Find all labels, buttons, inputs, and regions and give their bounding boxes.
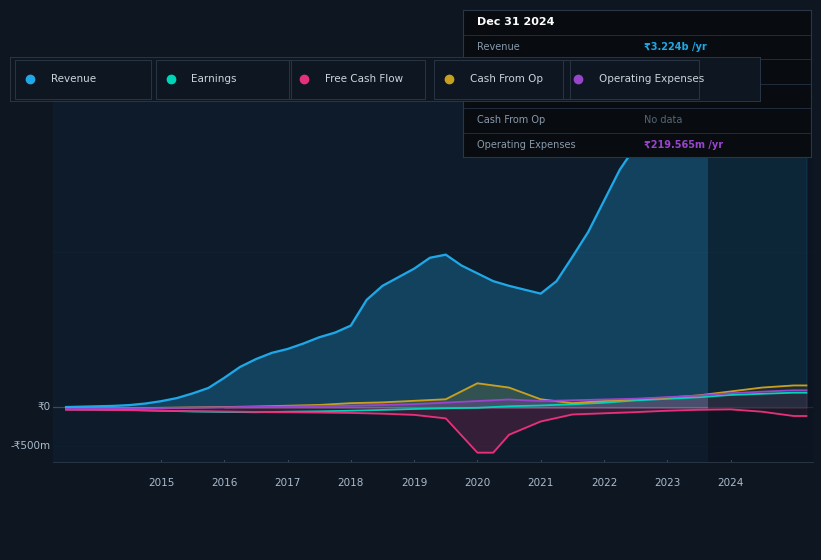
Text: 2024: 2024 bbox=[718, 478, 744, 488]
Text: Free Cash Flow: Free Cash Flow bbox=[477, 91, 550, 101]
Text: 2020: 2020 bbox=[464, 478, 490, 488]
Text: ₹4b: ₹4b bbox=[30, 91, 50, 101]
Text: Earnings: Earnings bbox=[477, 59, 520, 69]
Text: 2016: 2016 bbox=[211, 478, 237, 488]
Text: 2018: 2018 bbox=[337, 478, 364, 488]
Text: 2019: 2019 bbox=[401, 478, 427, 488]
Text: 2022: 2022 bbox=[591, 478, 617, 488]
Text: ₹3.224b /yr: ₹3.224b /yr bbox=[644, 42, 707, 52]
Text: Dec 31 2024: Dec 31 2024 bbox=[477, 17, 554, 27]
Text: 2015: 2015 bbox=[148, 478, 174, 488]
Text: No data: No data bbox=[644, 115, 682, 125]
Text: -₹500m: -₹500m bbox=[10, 441, 50, 451]
Text: Revenue: Revenue bbox=[477, 42, 520, 52]
Text: 2021: 2021 bbox=[527, 478, 554, 488]
Text: Cash From Op: Cash From Op bbox=[470, 74, 543, 84]
Text: Operating Expenses: Operating Expenses bbox=[599, 74, 704, 84]
Text: No data: No data bbox=[644, 91, 682, 101]
Text: ₹0: ₹0 bbox=[37, 403, 50, 412]
Text: ₹219.565m /yr: ₹219.565m /yr bbox=[644, 140, 723, 150]
Bar bbox=[709, 64, 813, 462]
Text: Revenue: Revenue bbox=[51, 74, 96, 84]
Text: ₹189.582m /yr: ₹189.582m /yr bbox=[644, 59, 723, 69]
Text: 2017: 2017 bbox=[274, 478, 300, 488]
Text: 5.9% profit margin: 5.9% profit margin bbox=[644, 74, 740, 83]
Text: Cash From Op: Cash From Op bbox=[477, 115, 545, 125]
Text: Free Cash Flow: Free Cash Flow bbox=[325, 74, 403, 84]
Text: Earnings: Earnings bbox=[191, 74, 237, 84]
Text: 2023: 2023 bbox=[654, 478, 681, 488]
Text: Operating Expenses: Operating Expenses bbox=[477, 140, 576, 150]
